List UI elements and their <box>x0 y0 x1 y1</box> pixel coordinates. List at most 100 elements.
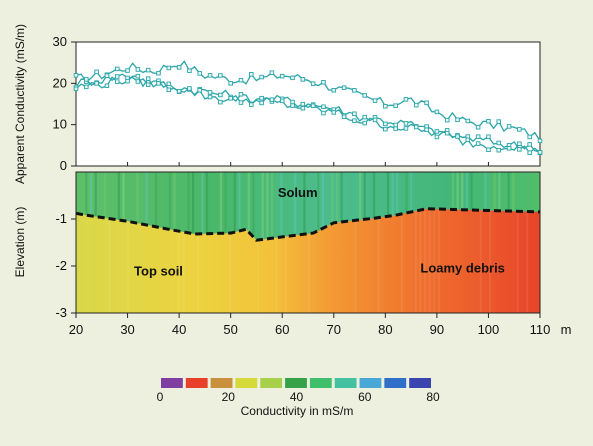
series-marker <box>300 101 306 107</box>
series-marker <box>465 137 471 143</box>
upper-texture-stripe <box>280 172 283 238</box>
section-x-tick-label: 30 <box>120 322 134 337</box>
series-marker <box>352 88 357 93</box>
series-marker <box>145 82 151 87</box>
upper-texture-stripe <box>340 172 343 222</box>
lower-texture-stripe <box>256 240 259 313</box>
series-marker <box>145 67 151 73</box>
section-y-axis-label: Elevation (m) <box>13 207 27 278</box>
series-marker <box>341 114 347 120</box>
series-marker <box>321 79 326 85</box>
series-marker <box>506 146 512 151</box>
line-y-tick-label: 10 <box>53 117 67 132</box>
upper-texture-stripe <box>136 172 139 224</box>
series-marker <box>166 81 172 87</box>
series-marker <box>279 98 285 104</box>
line-y-axis: 0 10 20 30 <box>53 34 541 173</box>
series-marker <box>362 114 367 120</box>
legend-swatches <box>161 378 431 388</box>
elevation-section-chart: -1 -2 -3 20 30 40 50 60 70 80 90 100 110 Solum Top … <box>13 171 571 337</box>
series-marker <box>197 88 202 93</box>
upper-texture-stripe <box>266 172 269 239</box>
lower-texture-stripe <box>308 233 310 313</box>
series-marker <box>84 77 89 82</box>
series-marker <box>434 129 440 134</box>
series-marker <box>207 90 213 95</box>
upper-texture-stripe <box>219 172 223 234</box>
series-marker <box>218 92 223 98</box>
upper-texture-stripe <box>410 172 413 213</box>
lower-texture-stripe <box>433 208 436 313</box>
upper-texture-stripe <box>317 172 320 232</box>
section-x-tick-label: 110 <box>530 322 551 337</box>
series-marker <box>403 126 409 131</box>
section-x-tick-label: 40 <box>172 322 186 337</box>
series-marker <box>393 126 398 131</box>
series-marker <box>249 72 254 77</box>
series-marker <box>331 87 337 93</box>
lower-texture-stripe <box>428 208 431 313</box>
series-marker <box>114 74 120 79</box>
series-marker <box>496 147 502 153</box>
series-marker <box>362 120 367 126</box>
upper-texture-stripe <box>205 172 209 234</box>
upper-texture-stripe <box>192 172 195 234</box>
series-marker <box>84 84 89 90</box>
series-marker <box>383 103 388 109</box>
series-marker <box>506 124 512 129</box>
upper-texture-stripe <box>470 172 473 210</box>
series-marker <box>527 142 532 147</box>
series-marker <box>259 100 264 106</box>
series-marker <box>300 77 306 82</box>
legend-swatch <box>359 378 382 388</box>
series-marker <box>310 81 316 86</box>
series-marker <box>414 102 419 108</box>
lower-texture-stripe <box>354 220 357 313</box>
series-marker <box>300 105 306 111</box>
upper-texture-stripe <box>456 172 459 210</box>
lower-texture-stripe <box>196 233 199 313</box>
section-x-tick-label: 100 <box>478 322 500 337</box>
upper-texture-stripe <box>396 172 399 216</box>
upper-texture-stripe <box>484 172 487 211</box>
lower-texture-stripe <box>424 209 426 313</box>
series-marker <box>176 88 182 94</box>
series-marker <box>238 100 244 105</box>
series-marker <box>269 97 275 102</box>
upper-texture-stripe <box>89 172 93 216</box>
series-marker <box>104 83 110 89</box>
series-marker <box>156 70 161 76</box>
series-marker <box>187 86 192 91</box>
loamy-debris-label: Loamy debris <box>420 260 505 275</box>
legend-tick-label: 40 <box>290 390 304 404</box>
upper-texture-stripe <box>451 172 455 210</box>
series-marker <box>403 97 409 102</box>
upper-texture-stripe <box>117 172 120 220</box>
lower-texture-stripe <box>526 211 529 313</box>
legend-swatch <box>260 378 283 388</box>
series-marker <box>362 93 367 98</box>
series-marker <box>259 74 264 80</box>
upper-texture-stripe <box>247 172 250 231</box>
top-soil-label: Top soil <box>134 264 183 279</box>
series-marker <box>145 76 151 81</box>
legend-swatch <box>185 378 208 388</box>
legend-tick-label: 80 <box>426 390 440 404</box>
series-marker <box>114 79 120 84</box>
upper-texture-stripe <box>461 172 464 210</box>
series-marker <box>321 104 326 110</box>
upper-texture-stripe <box>391 172 394 216</box>
series-marker <box>135 73 141 79</box>
series-marker <box>352 118 357 123</box>
series-marker <box>135 67 141 72</box>
series-marker <box>228 96 233 101</box>
legend-swatch <box>334 378 357 388</box>
series-marker <box>218 73 223 78</box>
series-line <box>75 60 541 142</box>
series-marker <box>393 122 398 128</box>
legend-title: Conductivity in mS/m <box>241 404 354 418</box>
section-x-axis: 20 30 40 50 60 70 80 90 100 110 <box>69 313 551 337</box>
series-marker <box>238 92 244 97</box>
upper-texture-stripe <box>122 172 125 221</box>
upper-texture-stripe <box>363 172 366 220</box>
